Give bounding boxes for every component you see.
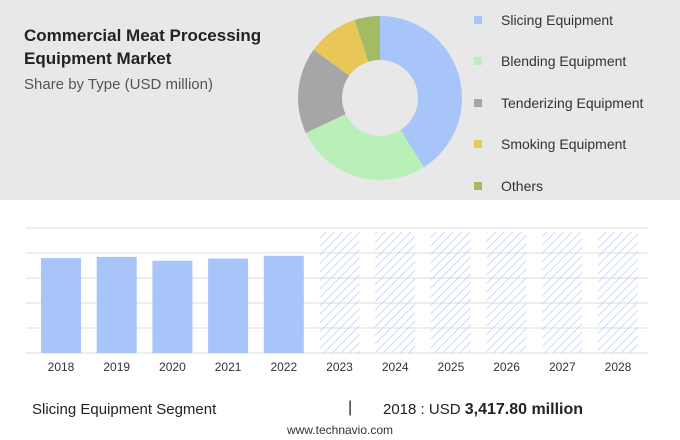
legend-swatch [474, 181, 482, 190]
segment-year-label: 2018 : USD [383, 401, 461, 418]
donut-slice-others [354, 16, 380, 62]
forecast-bar-2026 [486, 232, 527, 353]
footer-separator: | [348, 399, 353, 416]
legend-label: Tenderizing Equipment [501, 94, 644, 111]
source-link[interactable]: www.technavio.com [286, 423, 394, 437]
x-tick-label: 2028 [605, 360, 632, 374]
donut-chart [298, 16, 462, 180]
legend-item-slicing: Slicing Equipment [474, 9, 643, 30]
donut-slice-blending [305, 114, 424, 180]
legend-swatch [474, 140, 482, 148]
donut-slice-slicing [380, 16, 462, 168]
forecast-bar-2025 [430, 232, 471, 353]
forecast-bar-2024 [375, 232, 416, 353]
forecast-bar-2027 [542, 232, 583, 353]
legend-swatch [474, 98, 482, 107]
chart-subtitle: Share by Type (USD million) [24, 76, 213, 93]
legend-item-blending: Blending Equipment [474, 51, 643, 72]
segment-value: 2018 : USD 3,417.80 million [383, 401, 583, 419]
forecast-bar-2023 [319, 232, 360, 353]
x-tick-label: 2020 [159, 360, 186, 374]
bar-2018 [41, 258, 81, 353]
x-tick-label: 2026 [493, 360, 520, 374]
x-tick-label: 2018 [48, 360, 75, 374]
donut-slice-smoking [313, 20, 369, 76]
bar-2022 [263, 255, 304, 353]
legend-swatch [474, 57, 482, 65]
forecast-bar-2028 [598, 232, 638, 353]
legend-label: Others [501, 177, 544, 194]
segment-year-value: 3,417.80 million [464, 401, 583, 418]
bar-2021 [208, 258, 249, 353]
x-tick-label: 2021 [215, 360, 242, 374]
bar-chart: 2018 2019 2020 2021 2022 2023 2024 2025 2026 2027… [26, 227, 648, 374]
legend-item-others: Others [474, 175, 643, 196]
legend-item-tenderizing: Tenderizing Equipment [474, 92, 643, 113]
x-tick-label: 2025 [438, 360, 465, 374]
legend-label: Slicing Equipment [501, 11, 614, 28]
donut-slice-tenderizing [298, 49, 350, 133]
x-tick-label: 2022 [270, 360, 297, 374]
x-tick-label: 2023 [326, 360, 353, 374]
donut-legend: Slicing Equipment Blending Equipment Ten… [474, 9, 643, 217]
legend-swatch [474, 15, 482, 24]
legend-label: Smoking Equipment [501, 136, 627, 152]
bar-2019 [96, 256, 137, 353]
x-tick-label: 2019 [103, 360, 130, 374]
segment-label: Slicing Equipment Segment [32, 401, 217, 418]
legend-label: Blending Equipment [501, 53, 627, 69]
x-tick-label: 2024 [382, 360, 409, 374]
legend-item-smoking: Smoking Equipment [474, 134, 643, 155]
x-tick-label: 2027 [549, 360, 576, 374]
chart-title: Commercial Meat Processing Equipment Mar… [24, 26, 262, 68]
bar-2020 [152, 260, 193, 353]
